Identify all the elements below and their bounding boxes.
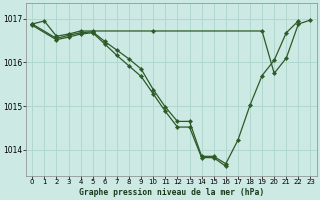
X-axis label: Graphe pression niveau de la mer (hPa): Graphe pression niveau de la mer (hPa) — [79, 188, 264, 197]
